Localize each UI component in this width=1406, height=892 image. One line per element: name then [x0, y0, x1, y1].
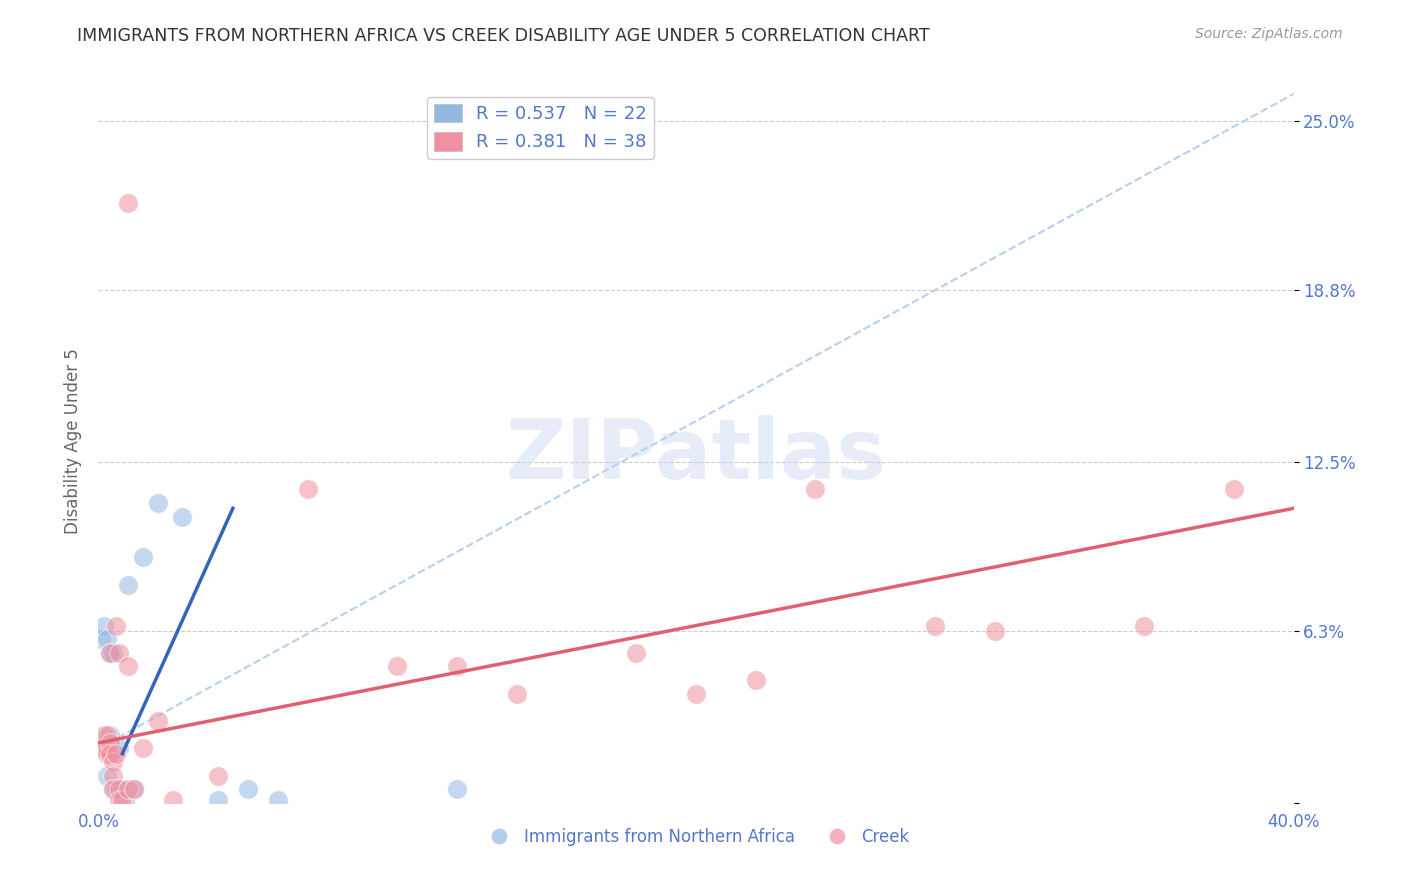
Point	[90, 741, 112, 756]
Point	[117, 196, 139, 211]
Point	[108, 793, 131, 807]
Point	[108, 782, 131, 797]
Point	[297, 482, 319, 496]
Point	[103, 782, 125, 797]
Point	[506, 687, 529, 701]
Point	[685, 687, 707, 701]
Point	[103, 782, 125, 797]
Point	[924, 618, 946, 632]
Point	[96, 747, 118, 761]
Point	[96, 728, 118, 742]
Point	[96, 741, 118, 756]
Point	[162, 793, 184, 807]
Point	[124, 782, 146, 797]
Point	[446, 782, 468, 797]
Point	[111, 782, 134, 797]
Point	[103, 741, 125, 756]
Point	[124, 782, 146, 797]
Legend: Immigrants from Northern Africa, Creek: Immigrants from Northern Africa, Creek	[475, 821, 917, 852]
Point	[207, 768, 229, 782]
Point	[93, 741, 115, 756]
Point	[207, 793, 229, 807]
Point	[105, 618, 128, 632]
Text: Source: ZipAtlas.com: Source: ZipAtlas.com	[1195, 27, 1343, 41]
Point	[98, 728, 122, 742]
Point	[236, 782, 259, 797]
Text: IMMIGRANTS FROM NORTHERN AFRICA VS CREEK DISABILITY AGE UNDER 5 CORRELATION CHAR: IMMIGRANTS FROM NORTHERN AFRICA VS CREEK…	[77, 27, 929, 45]
Point	[96, 768, 118, 782]
Point	[96, 632, 118, 647]
Point	[804, 482, 827, 496]
Text: ZIPatlas: ZIPatlas	[506, 416, 886, 497]
Point	[93, 728, 115, 742]
Point	[1223, 482, 1246, 496]
Point	[385, 659, 409, 673]
Point	[745, 673, 768, 687]
Point	[626, 646, 648, 660]
Point	[105, 747, 128, 761]
Y-axis label: Disability Age Under 5: Disability Age Under 5	[63, 349, 82, 534]
Point	[105, 782, 128, 797]
Point	[446, 659, 468, 673]
Point	[114, 793, 136, 807]
Point	[90, 632, 112, 647]
Point	[98, 646, 122, 660]
Point	[172, 509, 194, 524]
Point	[98, 646, 122, 660]
Point	[103, 646, 125, 660]
Point	[148, 714, 170, 728]
Point	[267, 793, 290, 807]
Point	[117, 577, 139, 591]
Point	[98, 747, 122, 761]
Point	[117, 659, 139, 673]
Point	[108, 741, 131, 756]
Point	[93, 618, 115, 632]
Point	[108, 646, 131, 660]
Point	[132, 550, 155, 565]
Point	[132, 741, 155, 756]
Point	[984, 624, 1007, 638]
Point	[148, 496, 170, 510]
Point	[111, 793, 134, 807]
Point	[1133, 618, 1156, 632]
Point	[103, 768, 125, 782]
Point	[117, 782, 139, 797]
Point	[98, 736, 122, 750]
Point	[103, 755, 125, 769]
